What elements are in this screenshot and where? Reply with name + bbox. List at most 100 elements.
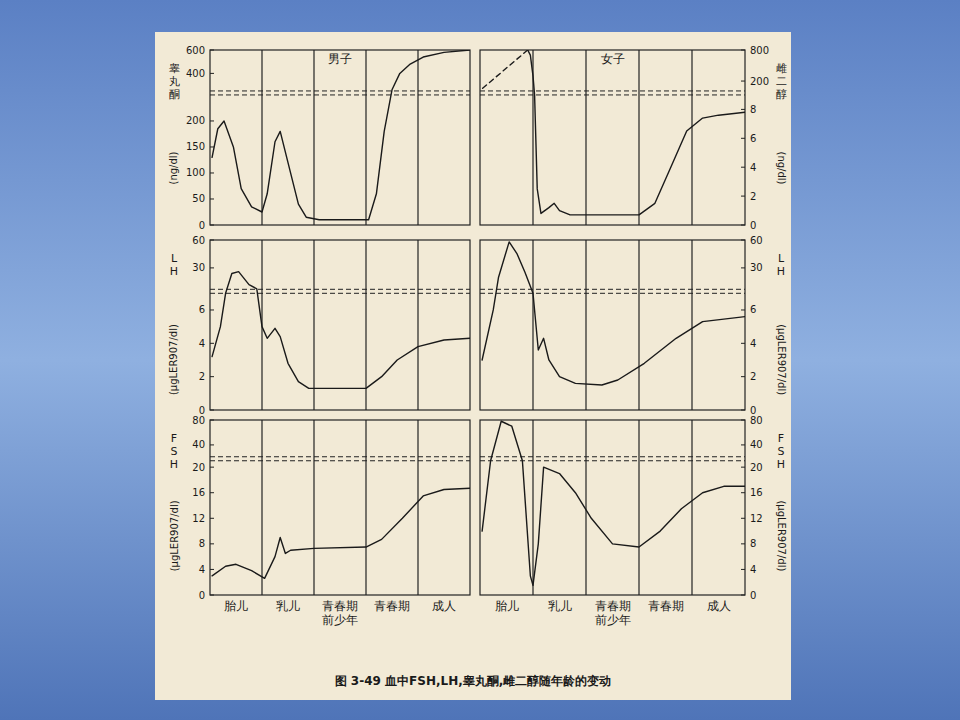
series-line bbox=[212, 272, 470, 389]
y-tick bbox=[741, 492, 745, 493]
category-label-line: 前少年 bbox=[322, 613, 358, 627]
y-tick bbox=[210, 240, 214, 241]
y-axis-title-char: 醇 bbox=[776, 88, 787, 101]
category-label: 青春期 bbox=[374, 599, 410, 613]
y-tick bbox=[741, 81, 745, 82]
y-tick-label: 2 bbox=[750, 371, 756, 382]
category-label: 青春期前少年 bbox=[595, 599, 631, 627]
y-tick-label: 6 bbox=[750, 304, 756, 315]
y-tick bbox=[210, 172, 214, 173]
y-tick-label: 150 bbox=[186, 141, 205, 152]
y-tick-label: 20 bbox=[192, 462, 205, 473]
category-label-line: 乳儿 bbox=[548, 599, 572, 613]
y-tick-label: 16 bbox=[192, 487, 205, 498]
category-label: 成人 bbox=[707, 599, 731, 613]
y-tick-label: 8 bbox=[199, 538, 205, 549]
y-axis-title-char: 二 bbox=[776, 75, 787, 88]
y-tick bbox=[741, 50, 745, 51]
y-tick-label: 80 bbox=[750, 415, 763, 426]
grid-line bbox=[638, 240, 639, 410]
y-tick bbox=[210, 343, 214, 344]
slide-background bbox=[0, 0, 960, 720]
grid-line bbox=[261, 420, 262, 595]
y-axis-title-char: L bbox=[778, 252, 785, 265]
category-label-line: 青春期 bbox=[322, 599, 358, 613]
y-tick bbox=[741, 467, 745, 468]
axis-break-line bbox=[480, 460, 745, 461]
category-label: 成人 bbox=[432, 599, 456, 613]
grid-line bbox=[365, 420, 366, 595]
y-tick-label: 4 bbox=[750, 162, 756, 173]
category-label: 胎儿 bbox=[495, 599, 519, 613]
axis-break-line bbox=[480, 293, 745, 294]
category-label-line: 前少年 bbox=[595, 613, 631, 627]
y-tick-label: 16 bbox=[750, 487, 763, 498]
series-group bbox=[212, 488, 470, 578]
y-axis-title-char: H bbox=[170, 458, 178, 471]
y-tick bbox=[210, 376, 214, 377]
y-tick-label: 80 bbox=[192, 415, 205, 426]
y-tick bbox=[210, 225, 214, 226]
y-tick-label: 12 bbox=[750, 513, 763, 524]
category-label: 青春期前少年 bbox=[322, 599, 358, 627]
y-tick bbox=[210, 467, 214, 468]
y-tick bbox=[741, 167, 745, 168]
axis-break-line bbox=[210, 90, 470, 91]
series-line bbox=[482, 421, 745, 585]
axis-break-line bbox=[210, 293, 470, 294]
y-axis-title-char: 酮 bbox=[169, 88, 180, 101]
y-tick bbox=[741, 343, 745, 344]
y-axis-unit: (μgLER907/dl) bbox=[776, 500, 787, 571]
grid-line bbox=[261, 50, 262, 225]
y-tick bbox=[741, 410, 745, 411]
y-axis-unit: (ng/dl) bbox=[169, 151, 180, 184]
y-axis-title: 睾丸酮 bbox=[169, 62, 180, 101]
y-tick bbox=[741, 138, 745, 139]
plot-frame bbox=[480, 240, 745, 410]
category-label: 胎儿 bbox=[224, 599, 248, 613]
y-tick bbox=[210, 73, 214, 74]
y-tick-label: 6 bbox=[199, 304, 205, 315]
y-axis-title: FSH bbox=[777, 432, 785, 471]
y-axis-title-char: F bbox=[171, 432, 177, 445]
plot-frame bbox=[210, 50, 470, 225]
grid-line bbox=[532, 420, 533, 595]
y-tick-label: 50 bbox=[192, 193, 205, 204]
grid-line bbox=[313, 50, 314, 225]
y-tick bbox=[741, 595, 745, 596]
y-tick-label: 4 bbox=[750, 564, 756, 575]
axis-break-line bbox=[210, 289, 470, 290]
y-tick-label: 600 bbox=[186, 45, 205, 56]
y-tick-label: 0 bbox=[750, 590, 756, 601]
paper bbox=[155, 32, 791, 700]
category-label-line: 成人 bbox=[707, 599, 731, 613]
y-tick-label: 6 bbox=[750, 133, 756, 144]
caption: 图 3-49 血中FSH,LH,睾丸酮,雌二醇随年龄的变动 bbox=[335, 674, 612, 688]
y-tick-label: 2 bbox=[750, 191, 756, 202]
grid-line bbox=[532, 240, 533, 410]
category-label-line: 乳儿 bbox=[276, 599, 300, 613]
axis-break-line bbox=[480, 289, 745, 290]
y-tick bbox=[210, 518, 214, 519]
y-tick bbox=[210, 492, 214, 493]
category-label: 乳儿 bbox=[548, 599, 572, 613]
series-group bbox=[482, 242, 745, 385]
series-group bbox=[482, 421, 745, 585]
y-axis-title: 雌二醇 bbox=[776, 62, 787, 101]
category-label-line: 青春期 bbox=[374, 599, 410, 613]
category-label-line: 青春期 bbox=[648, 599, 684, 613]
y-tick-label: 8 bbox=[750, 104, 756, 115]
y-tick-label: 4 bbox=[750, 338, 756, 349]
grid-line bbox=[313, 420, 314, 595]
series-line bbox=[212, 50, 470, 220]
grid-line bbox=[365, 240, 366, 410]
series-group bbox=[212, 50, 470, 220]
y-axis-unit: (μgLER907/dl) bbox=[169, 500, 180, 571]
series-group bbox=[483, 50, 745, 215]
y-axis-unit: (μgLER907/dl) bbox=[776, 324, 787, 395]
y-tick-label: 12 bbox=[192, 513, 205, 524]
plot-frame bbox=[480, 420, 745, 595]
y-tick-label: 40 bbox=[192, 439, 205, 450]
series-line bbox=[483, 50, 528, 88]
y-axis-title: LH bbox=[777, 252, 785, 278]
